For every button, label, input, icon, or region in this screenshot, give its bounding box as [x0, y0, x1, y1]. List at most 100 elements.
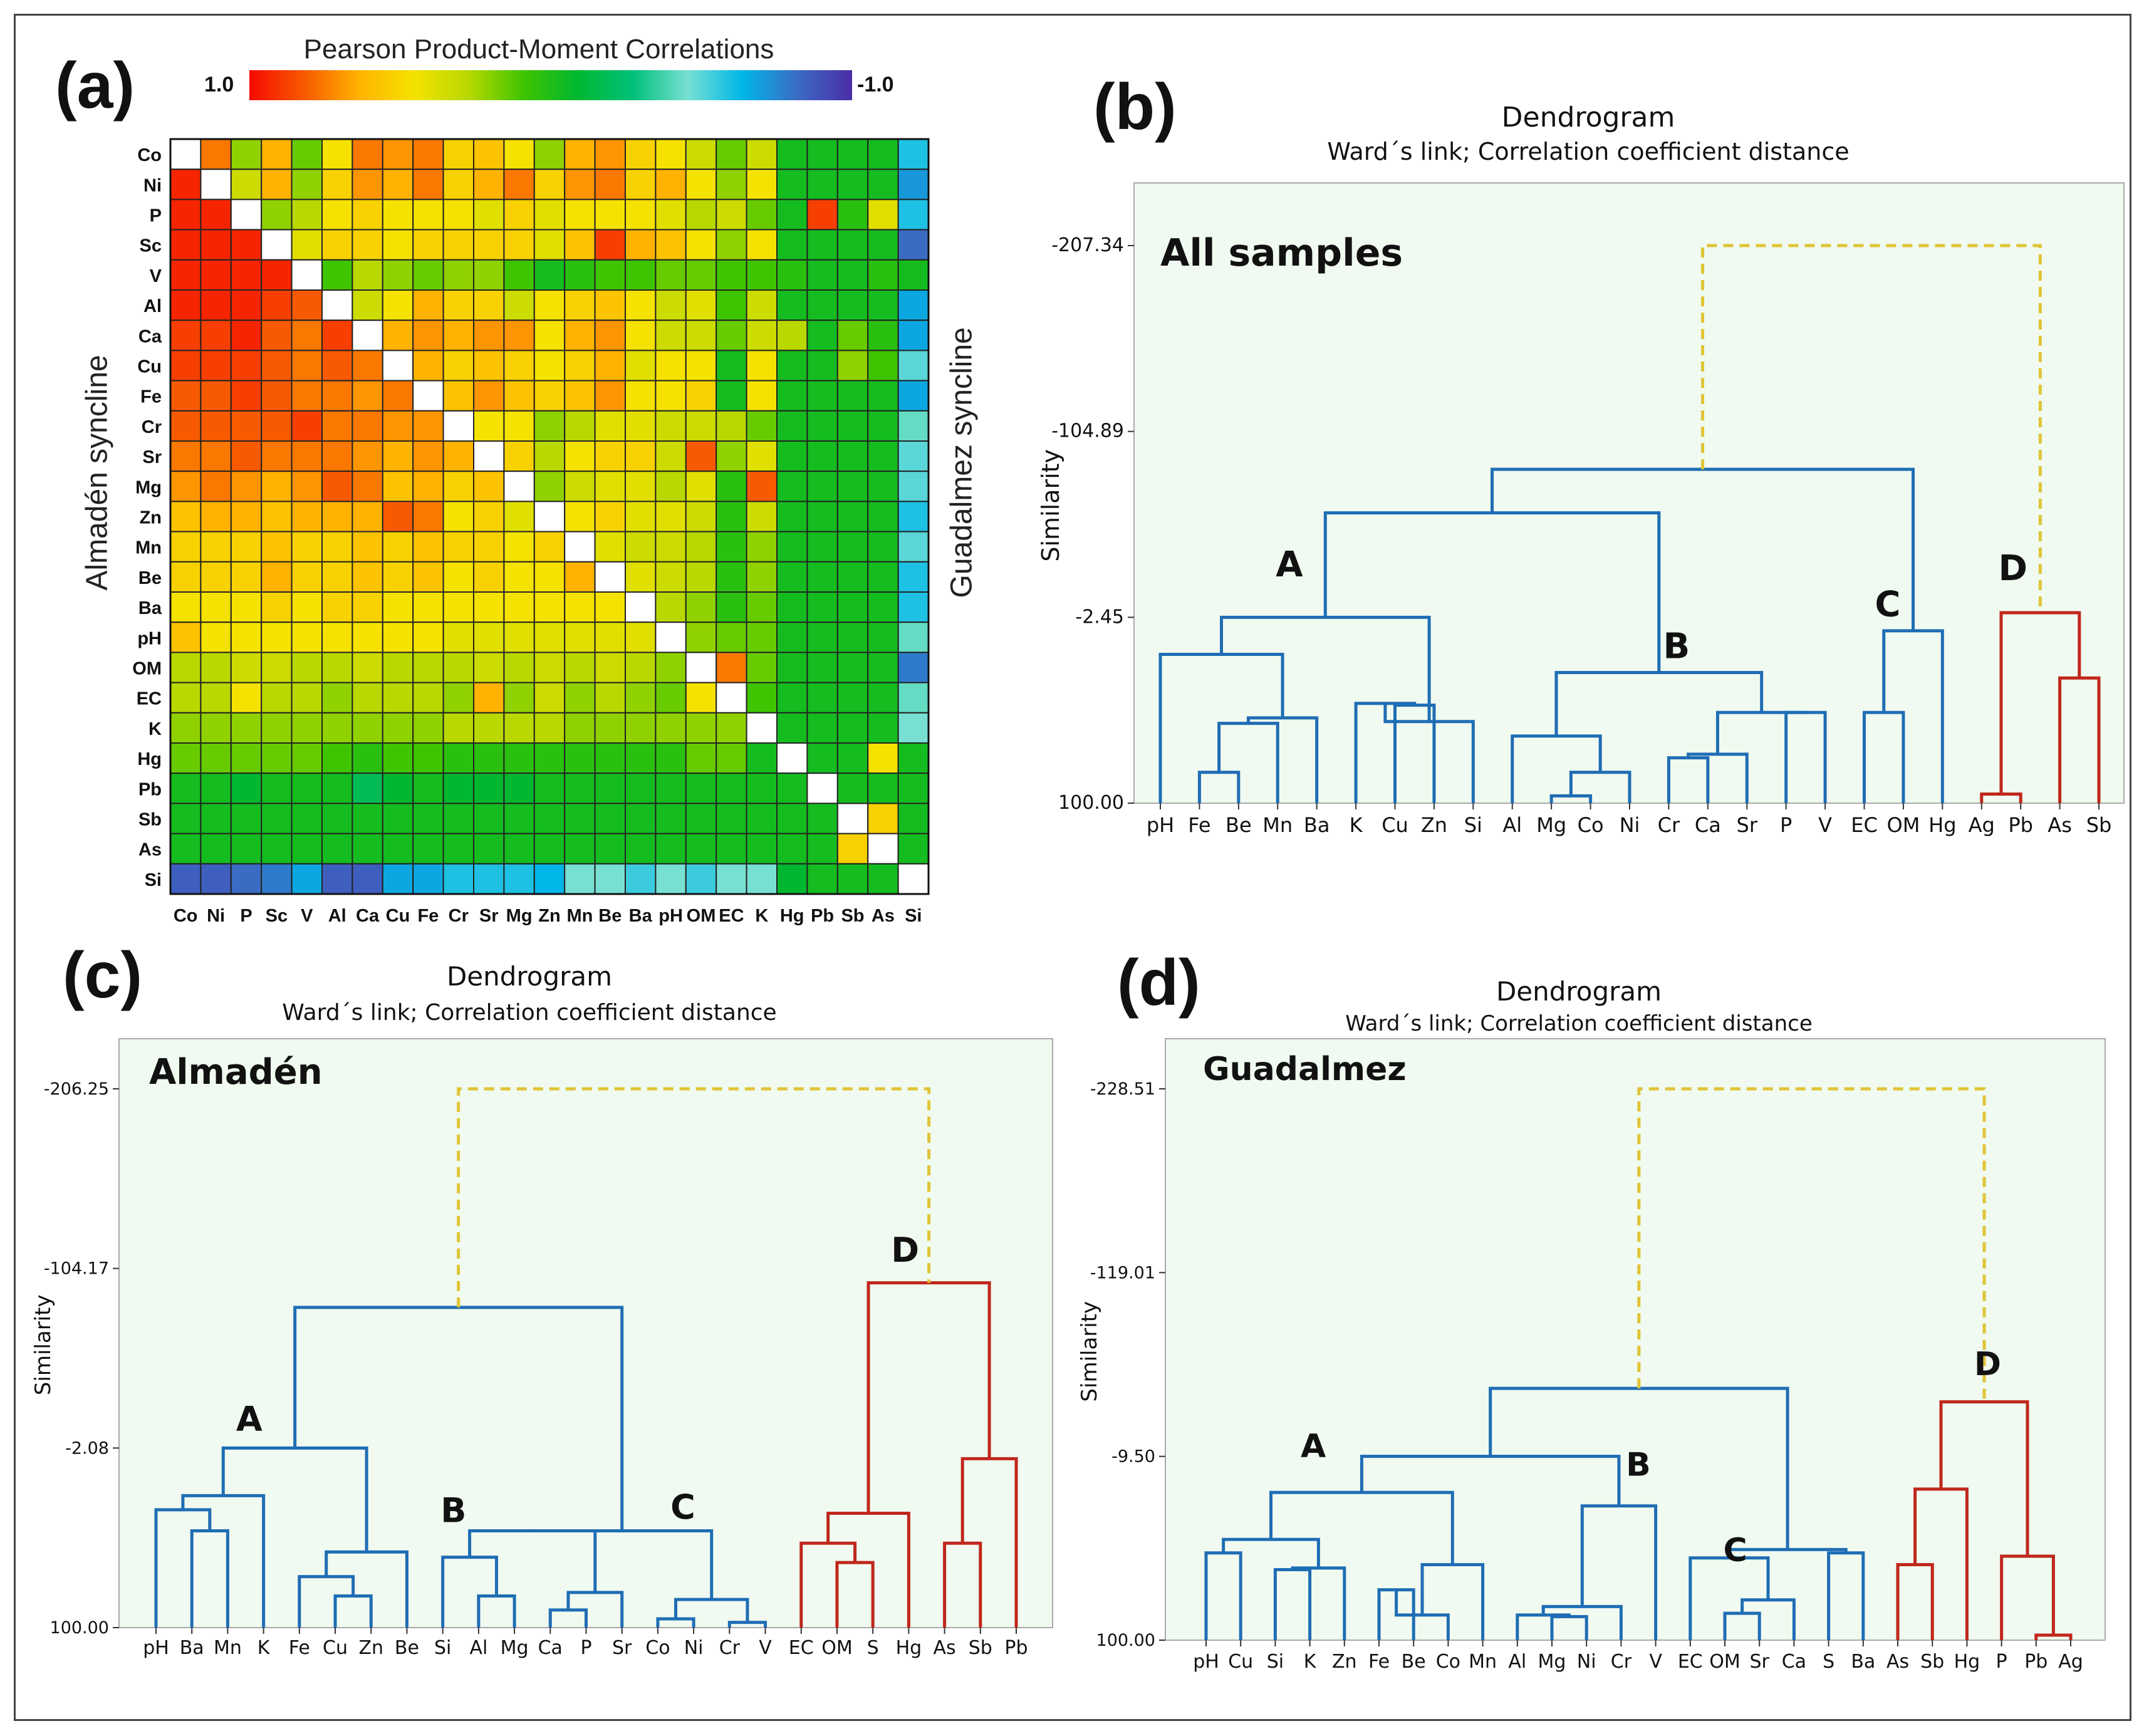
- heatmap-cell: [806, 440, 838, 472]
- heatmap-cell: [473, 501, 505, 533]
- heatmap-cell: [412, 440, 444, 472]
- cluster-label: D: [1974, 1346, 2001, 1383]
- heatmap-cell: [230, 531, 263, 563]
- heatmap-cell: [473, 410, 505, 442]
- heatmap-cell: [170, 742, 202, 774]
- heatmap-cell: [716, 772, 747, 804]
- heatmap-cell: [230, 320, 263, 351]
- panel-a-letter: (a): [55, 49, 135, 122]
- heatmap-row-label: Hg: [137, 749, 162, 769]
- heatmap-cell: [351, 199, 383, 231]
- heatmap-cell: [170, 169, 202, 200]
- heatmap-cell: [685, 742, 717, 774]
- heatmap-cell: [351, 410, 383, 442]
- heatmap-cell: [564, 863, 596, 895]
- heatmap-cell: [473, 712, 505, 744]
- y-tick-label: -119.01: [1090, 1263, 1155, 1282]
- heatmap-cell: [836, 591, 869, 623]
- heatmap-cell: [897, 772, 929, 804]
- heatmap-cell: [625, 410, 657, 442]
- heatmap-cell: [382, 380, 414, 412]
- heatmap-cell: [746, 531, 778, 563]
- heatmap-cell: [836, 350, 869, 382]
- heatmap-cell: [594, 380, 626, 412]
- heatmap-cell: [625, 621, 657, 653]
- heatmap-cell: [746, 742, 778, 774]
- correlation-heatmap: Co Co Ni Ni P P Sc Sc V V Al Al Ca Ca Cu Cu Fe Fe Cr Cr Sr Sr…: [132, 138, 930, 926]
- heatmap-cell: [776, 169, 808, 200]
- heatmap-cell: [655, 682, 687, 714]
- heatmap-cell: [291, 380, 323, 412]
- heatmap-cell: [230, 621, 263, 653]
- heatmap-cell: [806, 380, 838, 412]
- heatmap-cell: [291, 712, 323, 744]
- heatmap-cell: [442, 531, 474, 563]
- heatmap-cell: [564, 470, 596, 502]
- heatmap-cell: [503, 350, 535, 382]
- heatmap-cell: [836, 652, 869, 683]
- heatmap-cell: [655, 380, 687, 412]
- heatmap-cell: [170, 289, 202, 321]
- heatmap-cell: [503, 259, 535, 291]
- cluster-label: B: [440, 1491, 466, 1531]
- heatmap-cell: [806, 320, 838, 351]
- heatmap-cell: [625, 229, 657, 261]
- heatmap-cell: [685, 320, 717, 351]
- heatmap-cell: [625, 259, 657, 291]
- heatmap-cell: [564, 772, 596, 804]
- heatmap-cell: [503, 470, 535, 502]
- heatmap-cell: [564, 591, 596, 623]
- heatmap-cell: [351, 682, 383, 714]
- heatmap-cell: [716, 531, 747, 563]
- heatmap-row-label: Ba: [138, 598, 162, 618]
- panel-d-letter: (d): [1117, 947, 1200, 1019]
- heatmap-cell: [230, 138, 263, 170]
- heatmap-cell: [746, 380, 778, 412]
- heatmap-cell: [412, 259, 444, 291]
- heatmap-cell: [594, 621, 626, 653]
- y-axis-label: Similarity: [31, 1294, 56, 1395]
- heatmap-cell: [867, 561, 899, 593]
- heatmap-cell: [412, 380, 444, 412]
- heatmap-cell: [382, 591, 414, 623]
- heatmap-cell: [170, 772, 202, 804]
- heatmap-cell: [291, 410, 323, 442]
- leaf-label: K: [1350, 813, 1363, 837]
- heatmap-col-label: Pb: [811, 906, 834, 926]
- y-axis-label: Similarity: [1037, 449, 1064, 562]
- heatmap-cell: [594, 501, 626, 533]
- heatmap-cell: [685, 682, 717, 714]
- heatmap-cell: [806, 833, 838, 865]
- heatmap-cell: [776, 652, 808, 683]
- heatmap-cell: [533, 229, 566, 261]
- heatmap-cell: [867, 410, 899, 442]
- heatmap-cell: [897, 440, 929, 472]
- heatmap-cell: [897, 863, 929, 895]
- heatmap-cell: [442, 652, 474, 683]
- heatmap-cell: [503, 138, 535, 170]
- heatmap-cell: [533, 803, 566, 834]
- leaf-label: Mn: [1469, 1651, 1497, 1673]
- heatmap-cell: [170, 320, 202, 351]
- heatmap-cell: [716, 259, 747, 291]
- cluster-label: A: [1301, 1428, 1326, 1465]
- heatmap-row-label: Mg: [135, 477, 162, 497]
- leaf-label: pH: [1147, 813, 1174, 837]
- heatmap-cell: [716, 289, 747, 321]
- heatmap-cell: [261, 440, 293, 472]
- heatmap-cell: [685, 410, 717, 442]
- heatmap-col-label: As: [872, 906, 895, 926]
- heatmap-cell: [170, 470, 202, 502]
- heatmap-cell: [321, 350, 353, 382]
- heatmap-col-label: Hg: [780, 906, 804, 926]
- heatmap-row-label: Fe: [140, 387, 162, 407]
- heatmap-cell: [533, 621, 566, 653]
- heatmap-cell: [655, 833, 687, 865]
- heatmap-cell: [897, 320, 929, 351]
- heatmap-cell: [412, 138, 444, 170]
- heatmap-cell: [716, 561, 747, 593]
- heatmap-row-label: Cu: [137, 357, 162, 377]
- heatmap-cell: [473, 229, 505, 261]
- heatmap-border: [169, 138, 930, 895]
- heatmap-cell: [806, 229, 838, 261]
